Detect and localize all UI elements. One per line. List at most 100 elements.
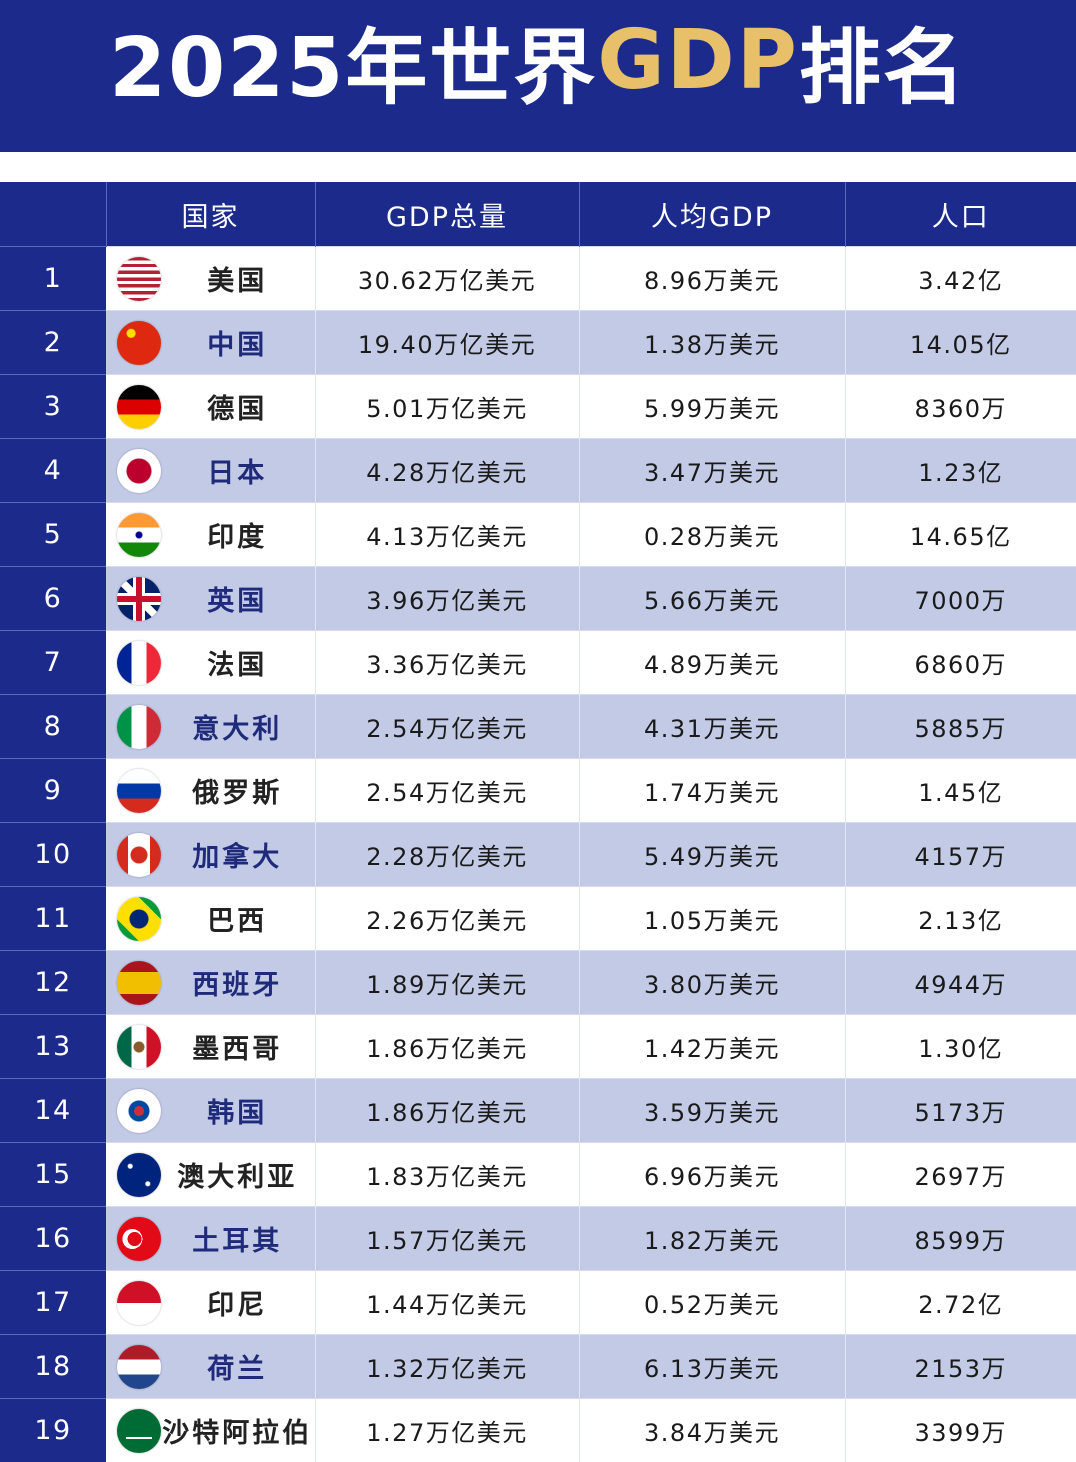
country-name: 意大利 xyxy=(161,707,314,746)
canada-flag-icon xyxy=(117,833,161,877)
country-cell: 荷兰 xyxy=(106,1335,315,1399)
rank-cell: 4 xyxy=(0,439,106,503)
country-cell: 英国 xyxy=(106,567,315,631)
header-gdp: GDP总量 xyxy=(315,182,579,247)
country-name: 俄罗斯 xyxy=(161,771,314,810)
uk-flag-icon xyxy=(117,577,161,621)
france-flag-icon xyxy=(117,641,161,685)
country-cell: 加拿大 xyxy=(106,823,315,887)
population-cell: 3399万 xyxy=(845,1399,1076,1462)
gdp-cell: 1.32万亿美元 xyxy=(315,1335,579,1399)
country-cell: 澳大利亚 xyxy=(106,1143,315,1207)
rank-cell: 15 xyxy=(0,1143,106,1207)
table-header-row: 国家 GDP总量 人均GDP 人口 xyxy=(0,182,1076,247)
rank-cell: 3 xyxy=(0,375,106,439)
country-name: 荷兰 xyxy=(161,1347,314,1386)
country-name: 沙特阿拉伯 xyxy=(161,1411,314,1450)
country-name: 日本 xyxy=(161,451,314,490)
turkey-flag-icon xyxy=(117,1217,161,1261)
rank-cell: 5 xyxy=(0,503,106,567)
country-name: 印度 xyxy=(161,515,314,554)
population-cell: 8360万 xyxy=(845,375,1076,439)
gdp-cell: 2.54万亿美元 xyxy=(315,759,579,823)
title-highlight: GDP xyxy=(597,13,798,108)
gdp-cell: 1.27万亿美元 xyxy=(315,1399,579,1462)
population-cell: 2.72亿 xyxy=(845,1271,1076,1335)
country-cell: 西班牙 xyxy=(106,951,315,1015)
gdp-cell: 4.13万亿美元 xyxy=(315,503,579,567)
gdp-cell: 1.89万亿美元 xyxy=(315,951,579,1015)
country-cell: 印尼 xyxy=(106,1271,315,1335)
population-cell: 14.65亿 xyxy=(845,503,1076,567)
country-cell: 俄罗斯 xyxy=(106,759,315,823)
per-capita-cell: 5.99万美元 xyxy=(579,375,845,439)
population-cell: 7000万 xyxy=(845,567,1076,631)
australia-flag-icon xyxy=(117,1153,161,1197)
population-cell: 1.30亿 xyxy=(845,1015,1076,1079)
header-country: 国家 xyxy=(106,182,315,247)
country-cell: 中国 xyxy=(106,311,315,375)
population-cell: 2153万 xyxy=(845,1335,1076,1399)
rank-cell: 2 xyxy=(0,311,106,375)
rank-cell: 10 xyxy=(0,823,106,887)
per-capita-cell: 1.82万美元 xyxy=(579,1207,845,1271)
per-capita-cell: 8.96万美元 xyxy=(579,247,845,311)
gdp-cell: 4.28万亿美元 xyxy=(315,439,579,503)
spacer xyxy=(0,152,1076,182)
gdp-cell: 5.01万亿美元 xyxy=(315,375,579,439)
country-name: 西班牙 xyxy=(161,963,314,1002)
spain-flag-icon xyxy=(117,961,161,1005)
header-per-capita: 人均GDP xyxy=(579,182,845,247)
country-name: 美国 xyxy=(161,259,314,298)
country-cell: 韩国 xyxy=(106,1079,315,1143)
rank-cell: 13 xyxy=(0,1015,106,1079)
header-population: 人口 xyxy=(845,182,1076,247)
population-cell: 1.23亿 xyxy=(845,439,1076,503)
gdp-cell: 1.86万亿美元 xyxy=(315,1079,579,1143)
title-prefix: 2025年世界 xyxy=(109,1,597,120)
per-capita-cell: 6.13万美元 xyxy=(579,1335,845,1399)
population-cell: 4157万 xyxy=(845,823,1076,887)
per-capita-cell: 5.66万美元 xyxy=(579,567,845,631)
india-flag-icon xyxy=(117,513,161,557)
korea-flag-icon xyxy=(117,1089,161,1133)
per-capita-cell: 1.42万美元 xyxy=(579,1015,845,1079)
gdp-cell: 1.86万亿美元 xyxy=(315,1015,579,1079)
population-cell: 14.05亿 xyxy=(845,311,1076,375)
china-flag-icon xyxy=(117,321,161,365)
per-capita-cell: 3.59万美元 xyxy=(579,1079,845,1143)
gdp-cell: 19.40万亿美元 xyxy=(315,311,579,375)
country-name: 土耳其 xyxy=(161,1219,314,1258)
per-capita-cell: 1.05万美元 xyxy=(579,887,845,951)
rank-cell: 8 xyxy=(0,695,106,759)
per-capita-cell: 4.89万美元 xyxy=(579,631,845,695)
country-name: 巴西 xyxy=(161,899,314,938)
country-name: 法国 xyxy=(161,643,314,682)
japan-flag-icon xyxy=(117,449,161,493)
per-capita-cell: 0.28万美元 xyxy=(579,503,845,567)
italy-flag-icon xyxy=(117,705,161,749)
country-cell: 德国 xyxy=(106,375,315,439)
country-cell: 日本 xyxy=(106,439,315,503)
rank-cell: 16 xyxy=(0,1207,106,1271)
rank-cell: 14 xyxy=(0,1079,106,1143)
country-name: 澳大利亚 xyxy=(161,1155,314,1194)
country-cell: 美国 xyxy=(106,247,315,311)
population-cell: 2.13亿 xyxy=(845,887,1076,951)
population-cell: 6860万 xyxy=(845,631,1076,695)
country-name: 印尼 xyxy=(161,1283,314,1322)
per-capita-cell: 4.31万美元 xyxy=(579,695,845,759)
